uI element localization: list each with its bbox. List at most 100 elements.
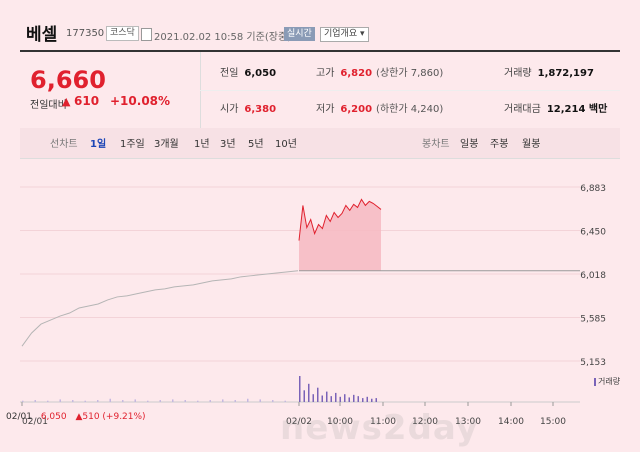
volume-bar bbox=[147, 400, 149, 402]
price-box: 6,660 전일대비 ▲ 610 +10.08% bbox=[20, 52, 201, 128]
rise-fill bbox=[299, 199, 381, 271]
volume-bar bbox=[371, 398, 373, 402]
tab-3y[interactable]: 3년 bbox=[220, 139, 236, 150]
header: 베셀 177350 코스닥 2021.02.02 10:58 기준(장중) 실시… bbox=[0, 0, 640, 50]
high-price: 고가 6,820 (상한가 7,860) bbox=[316, 68, 444, 79]
volume-bar bbox=[353, 394, 355, 402]
tab-10y[interactable]: 10년 bbox=[275, 139, 297, 150]
volume-bar bbox=[362, 398, 364, 402]
x-tick-label: 11:00 bbox=[370, 417, 396, 427]
tab-3m[interactable]: 3개월 bbox=[154, 139, 179, 150]
volume: 거래량 1,872,197 bbox=[504, 68, 594, 79]
volume-bar bbox=[344, 394, 346, 402]
x-tick-label: 13:00 bbox=[455, 417, 481, 427]
change-value: 610 bbox=[74, 94, 100, 108]
x-tick-label: 02/02 bbox=[286, 417, 312, 427]
volume-bar bbox=[22, 400, 24, 402]
tab-1w[interactable]: 1주일 bbox=[120, 139, 145, 150]
volume-bar bbox=[339, 396, 341, 402]
price-chart: 6,883 6,450 6,018 5,585 5,153 02/01 02/02 10:0… bbox=[20, 180, 606, 427]
volume-bar bbox=[299, 376, 301, 402]
company-overview-button[interactable]: 기업개요 ▾ bbox=[320, 27, 369, 42]
volume-bar bbox=[308, 383, 310, 402]
row-divider bbox=[200, 90, 620, 91]
series-day2-line bbox=[298, 198, 382, 241]
tab-1y[interactable]: 1년 bbox=[194, 139, 210, 150]
chart-tabs: 선차트 1일 1주일 3개월 1년 3년 5년 10년 봉차트 일봉 주봉 월봉 bbox=[20, 128, 620, 159]
x-tick-label: 10:00 bbox=[327, 417, 353, 427]
quote-panel: 6,660 전일대비 ▲ 610 +10.08% 전일 6,050 고가 6,820… bbox=[20, 52, 620, 129]
volume-bar bbox=[284, 400, 286, 402]
volume-bar bbox=[330, 396, 332, 402]
volume-bar bbox=[122, 400, 124, 402]
tab-5y[interactable]: 5년 bbox=[248, 139, 264, 150]
volume-bar bbox=[47, 400, 49, 402]
y-tick-label: 6,018 bbox=[580, 271, 606, 281]
y-tick-label: 5,585 bbox=[580, 315, 606, 325]
volume-bar bbox=[234, 400, 236, 402]
footer-price: 6,050 bbox=[40, 412, 67, 422]
candle-chart-label: 봉차트 bbox=[422, 139, 450, 150]
volume-swatch-icon bbox=[594, 377, 596, 386]
change-label: 전일대비 bbox=[30, 100, 67, 111]
trade-amount: 거래대금 12,214 백만 bbox=[504, 104, 608, 115]
x-tick-label: 15:00 bbox=[540, 417, 566, 427]
volume-bar bbox=[357, 396, 359, 402]
volume-bar bbox=[303, 390, 305, 402]
y-tick-label: 5,153 bbox=[580, 358, 606, 368]
x-tick-label: 02/01 bbox=[22, 417, 48, 427]
volume-bar bbox=[366, 396, 368, 402]
y-tick-label: 6,883 bbox=[580, 184, 606, 194]
tab-weekly[interactable]: 주봉 bbox=[490, 139, 509, 150]
quote-date: 2021.02.02 10:58 기준(장중) bbox=[154, 32, 292, 43]
volume-bar bbox=[247, 398, 249, 402]
volume-bar bbox=[272, 400, 274, 402]
watermark-logo: news2day bbox=[280, 408, 479, 448]
volume-legend: 거래량 bbox=[594, 376, 620, 387]
open-price: 시가 6,380 bbox=[220, 104, 277, 115]
volume-bar bbox=[172, 399, 174, 402]
volume-bar bbox=[259, 399, 261, 402]
volume-bar bbox=[375, 398, 377, 402]
volume-bar bbox=[59, 399, 61, 402]
tab-daily[interactable]: 일봉 bbox=[460, 139, 479, 150]
stock-code: 177350 bbox=[66, 28, 105, 39]
volume-bar bbox=[312, 394, 314, 402]
line-chart-label: 선차트 bbox=[50, 139, 78, 150]
tab-1d[interactable]: 1일 bbox=[90, 139, 107, 150]
y-tick-label: 6,450 bbox=[580, 228, 606, 238]
chart-footer: 02/01 6,050 ▲510 (+9.21%) bbox=[6, 412, 152, 422]
volume-bar bbox=[222, 399, 224, 402]
volume-bar bbox=[209, 400, 211, 402]
stock-name: 베셀 bbox=[26, 25, 58, 45]
header-divider bbox=[20, 50, 620, 52]
volume-bar bbox=[72, 400, 74, 402]
volume-bar bbox=[109, 398, 111, 402]
change-percent: +10.08% bbox=[110, 94, 171, 108]
document-icon bbox=[141, 28, 152, 41]
x-tick-label: 14:00 bbox=[498, 417, 524, 427]
volume-bar bbox=[321, 395, 323, 402]
prev-close: 전일 6,050 bbox=[220, 68, 277, 79]
current-price: 6,660 bbox=[30, 66, 106, 94]
up-arrow-icon: ▲ bbox=[62, 95, 71, 108]
volume-bar bbox=[348, 397, 350, 402]
volume-bar bbox=[197, 400, 199, 402]
volume-bar bbox=[184, 400, 186, 402]
volume-bar bbox=[84, 400, 86, 402]
volume-bar bbox=[335, 392, 337, 402]
market-badge: 코스닥 bbox=[106, 26, 139, 41]
low-price: 저가 6,200 (하한가 4,240) bbox=[316, 104, 444, 115]
volume-bar bbox=[134, 399, 136, 402]
tab-monthly[interactable]: 월봉 bbox=[522, 139, 541, 150]
volume-bar bbox=[159, 400, 161, 402]
volume-bar bbox=[34, 400, 36, 402]
volume-bar bbox=[326, 391, 328, 402]
realtime-button[interactable]: 실시간 bbox=[284, 27, 315, 41]
plot-area bbox=[20, 180, 580, 370]
volume-bar bbox=[97, 400, 99, 402]
footer-change: ▲510 (+9.21%) bbox=[75, 412, 146, 422]
footer-date: 02/01 bbox=[6, 412, 32, 422]
volume-bar bbox=[317, 387, 319, 402]
x-tick-label: 12:00 bbox=[412, 417, 438, 427]
